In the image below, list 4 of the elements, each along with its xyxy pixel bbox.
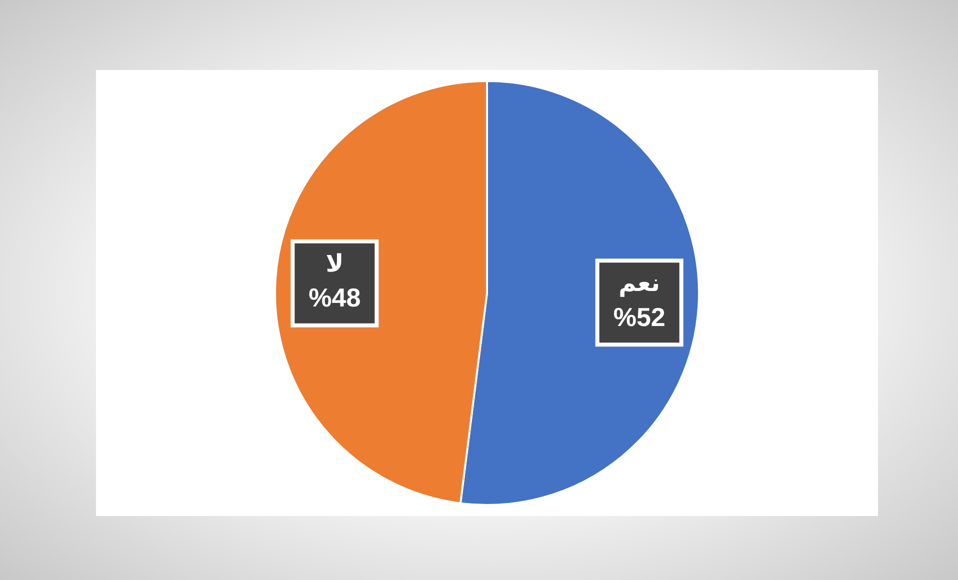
data-label: %48: [308, 282, 361, 313]
slice-label: لا: [326, 250, 344, 278]
data-label: %52: [613, 302, 666, 332]
slice-label: نعم: [618, 268, 660, 297]
